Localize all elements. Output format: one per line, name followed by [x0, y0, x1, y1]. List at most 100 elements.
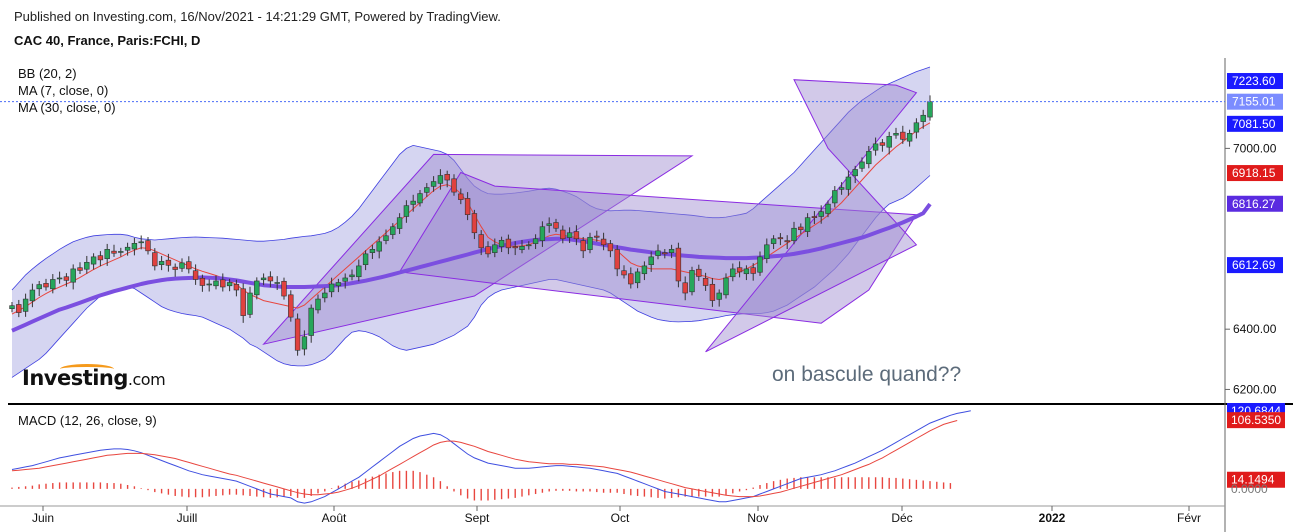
- candle-body: [702, 277, 709, 286]
- candle-body: [791, 227, 797, 241]
- candle-body: [206, 283, 212, 286]
- macd-value-label: 0.0000: [1231, 482, 1268, 496]
- candle-body: [437, 175, 444, 184]
- candle-body: [342, 277, 348, 282]
- candle-body: [743, 268, 750, 275]
- candle-body: [36, 284, 42, 290]
- macd-histogram: [11, 470, 952, 501]
- candle-body: [165, 259, 172, 266]
- price-label-box: [1227, 257, 1283, 274]
- candle-body: [852, 169, 858, 177]
- candle-body: [723, 277, 729, 296]
- candle-body: [50, 279, 56, 290]
- candle-body: [90, 256, 97, 265]
- price-label-box: [1227, 165, 1283, 182]
- candle-body: [838, 187, 845, 190]
- candle-body: [628, 273, 634, 285]
- candle-body: [485, 246, 491, 255]
- trend-channel-1: [262, 153, 694, 346]
- bollinger-upper-line: [11, 66, 931, 291]
- investing-logo: Investing.com: [22, 364, 166, 390]
- candle-body: [260, 277, 267, 281]
- price-label-box: [1227, 93, 1283, 110]
- price-label: 7155.01: [1232, 95, 1276, 109]
- candle-body: [573, 231, 580, 240]
- candle-body: [770, 238, 777, 244]
- bollinger-lower-line: [11, 175, 931, 378]
- candle-body: [478, 234, 484, 249]
- candle-body: [730, 268, 736, 278]
- candle-body: [9, 305, 15, 309]
- y-tick-label: 7000.00: [1233, 141, 1277, 155]
- candle-body: [492, 244, 498, 253]
- candle-body: [539, 226, 546, 241]
- candle-body: [825, 203, 831, 214]
- candle-body: [662, 252, 668, 255]
- y-tick-label: 6200.00: [1233, 382, 1277, 396]
- candle-body: [444, 174, 450, 181]
- price-label-box: [1227, 73, 1283, 90]
- candle-body: [566, 232, 573, 238]
- candle-body: [587, 236, 593, 250]
- candle-body: [607, 243, 614, 252]
- candle-body: [281, 280, 287, 297]
- macd-signal-line: [11, 420, 958, 498]
- x-tick-label: Juill: [177, 511, 198, 525]
- candle-body: [97, 255, 104, 261]
- candle-body: [634, 271, 641, 284]
- trend-channel-3: [705, 79, 918, 353]
- candle-body: [893, 133, 899, 136]
- candle-body: [648, 256, 654, 265]
- candle-body: [77, 267, 83, 271]
- candle-body: [131, 243, 138, 250]
- x-tick-label: Oct: [611, 511, 630, 525]
- candle-body: [70, 268, 76, 283]
- candle-body: [63, 276, 70, 281]
- candle-body: [410, 200, 416, 205]
- x-tick-label: Nov: [747, 511, 768, 525]
- candle-body: [519, 246, 525, 250]
- candle-body: [254, 280, 260, 296]
- candle-body: [498, 239, 505, 247]
- candle-body: [396, 217, 403, 229]
- candle-body: [927, 101, 933, 118]
- candle-body: [322, 292, 328, 299]
- candle-body: [179, 262, 185, 269]
- candle-body: [845, 176, 852, 190]
- candle-body: [900, 131, 906, 140]
- candle-body: [594, 235, 600, 238]
- candle-body: [308, 307, 314, 336]
- candle-body: [430, 181, 437, 187]
- x-tick-label: Juin: [32, 511, 54, 525]
- candle-body: [580, 240, 586, 252]
- candle-body: [29, 289, 36, 302]
- candle-body: [804, 217, 811, 232]
- macd-value-label: 106.5350: [1231, 413, 1281, 427]
- macd-value-label: 14.1494: [1231, 473, 1275, 487]
- candle-body: [614, 249, 620, 270]
- candle-body: [356, 265, 362, 278]
- ma7-line: [11, 122, 931, 315]
- candle-body: [335, 282, 342, 287]
- legend-bb: BB (20, 2): [18, 66, 77, 81]
- candle-body: [362, 253, 369, 265]
- candle-body: [621, 270, 627, 276]
- legend-macd: MACD (12, 26, close, 9): [18, 413, 157, 428]
- candle-body: [56, 277, 63, 280]
- price-label-box: [1227, 115, 1283, 132]
- candle-body: [315, 298, 321, 311]
- candle-body: [709, 283, 716, 301]
- macd-value-box: [1227, 412, 1285, 429]
- x-tick-label: 2022: [1039, 511, 1066, 525]
- candle-body: [247, 292, 253, 315]
- candle-body: [376, 241, 382, 252]
- candle-body: [859, 161, 865, 169]
- candle-body: [757, 256, 763, 273]
- candle-body: [641, 265, 648, 275]
- annotation-text: on bascule quand??: [772, 363, 962, 386]
- candle-body: [464, 198, 471, 215]
- x-tick-label: Déc: [891, 511, 912, 525]
- candle-body: [22, 298, 29, 312]
